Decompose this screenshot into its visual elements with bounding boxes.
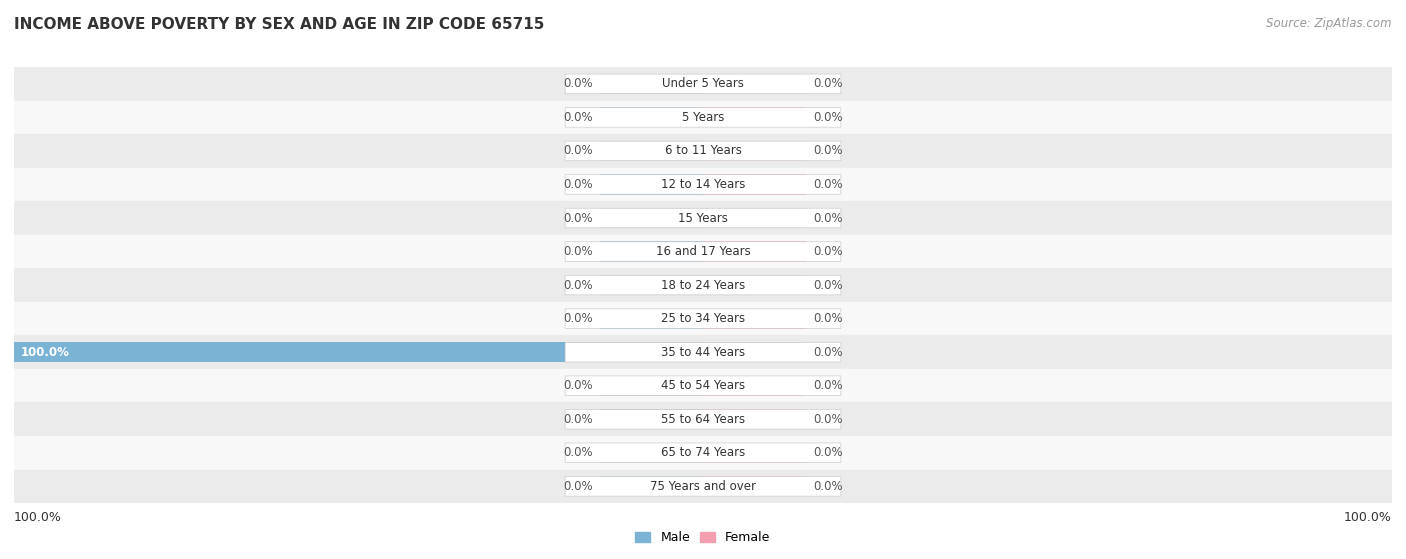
Bar [14, 402, 1392, 436]
Bar [599, 107, 703, 127]
Bar [599, 409, 703, 429]
Text: 0.0%: 0.0% [564, 211, 593, 225]
Text: 0.0%: 0.0% [564, 413, 593, 426]
Bar [14, 168, 1392, 201]
Text: 0.0%: 0.0% [564, 77, 593, 91]
Text: 0.0%: 0.0% [813, 413, 842, 426]
FancyBboxPatch shape [565, 74, 841, 94]
Text: 6 to 11 Years: 6 to 11 Years [665, 144, 741, 158]
Bar [599, 309, 703, 329]
Text: 0.0%: 0.0% [564, 245, 593, 258]
Text: 55 to 64 Years: 55 to 64 Years [661, 413, 745, 426]
Text: 0.0%: 0.0% [813, 480, 842, 493]
Bar [599, 74, 703, 94]
Bar [14, 201, 1392, 235]
Text: 0.0%: 0.0% [813, 111, 842, 124]
Bar [14, 342, 703, 362]
Bar [14, 436, 1392, 470]
Text: 0.0%: 0.0% [813, 211, 842, 225]
Bar [599, 476, 703, 496]
Bar [599, 443, 703, 463]
Text: 0.0%: 0.0% [813, 278, 842, 292]
Bar [14, 67, 1392, 101]
Bar [599, 174, 703, 195]
Bar [14, 335, 1392, 369]
Text: 12 to 14 Years: 12 to 14 Years [661, 178, 745, 191]
Bar [599, 141, 703, 161]
Bar [703, 476, 807, 496]
FancyBboxPatch shape [565, 409, 841, 429]
Bar [703, 107, 807, 127]
Bar [599, 376, 703, 396]
Text: 0.0%: 0.0% [813, 345, 842, 359]
Bar [703, 208, 807, 228]
FancyBboxPatch shape [565, 476, 841, 496]
Text: 16 and 17 Years: 16 and 17 Years [655, 245, 751, 258]
Bar [703, 74, 807, 94]
FancyBboxPatch shape [565, 275, 841, 295]
Bar [703, 376, 807, 396]
Text: Source: ZipAtlas.com: Source: ZipAtlas.com [1267, 17, 1392, 30]
Text: 0.0%: 0.0% [564, 178, 593, 191]
Bar [703, 409, 807, 429]
Bar [703, 309, 807, 329]
Bar [14, 470, 1392, 503]
FancyBboxPatch shape [565, 208, 841, 228]
Bar [703, 141, 807, 161]
Text: 18 to 24 Years: 18 to 24 Years [661, 278, 745, 292]
Text: 15 Years: 15 Years [678, 211, 728, 225]
Bar [14, 268, 1392, 302]
Text: 0.0%: 0.0% [813, 77, 842, 91]
Bar [599, 208, 703, 228]
FancyBboxPatch shape [565, 376, 841, 396]
Text: 0.0%: 0.0% [564, 144, 593, 158]
Text: 0.0%: 0.0% [564, 312, 593, 325]
Bar [14, 369, 1392, 402]
Text: 65 to 74 Years: 65 to 74 Years [661, 446, 745, 459]
Bar [599, 275, 703, 295]
Bar [14, 302, 1392, 335]
Text: 0.0%: 0.0% [564, 379, 593, 392]
Text: 0.0%: 0.0% [813, 245, 842, 258]
Text: 100.0%: 100.0% [1344, 511, 1392, 524]
Text: 5 Years: 5 Years [682, 111, 724, 124]
Text: 45 to 54 Years: 45 to 54 Years [661, 379, 745, 392]
Text: 100.0%: 100.0% [21, 345, 70, 359]
FancyBboxPatch shape [565, 443, 841, 463]
Text: 0.0%: 0.0% [813, 379, 842, 392]
FancyBboxPatch shape [565, 241, 841, 262]
FancyBboxPatch shape [565, 309, 841, 329]
Text: 0.0%: 0.0% [564, 111, 593, 124]
Text: INCOME ABOVE POVERTY BY SEX AND AGE IN ZIP CODE 65715: INCOME ABOVE POVERTY BY SEX AND AGE IN Z… [14, 17, 544, 32]
Text: 0.0%: 0.0% [813, 178, 842, 191]
Bar [703, 275, 807, 295]
Bar [14, 134, 1392, 168]
Text: 0.0%: 0.0% [813, 446, 842, 459]
Text: 0.0%: 0.0% [813, 144, 842, 158]
Bar [703, 241, 807, 262]
Text: Under 5 Years: Under 5 Years [662, 77, 744, 91]
Bar [599, 241, 703, 262]
Bar [703, 443, 807, 463]
Bar [14, 235, 1392, 268]
Text: 0.0%: 0.0% [813, 312, 842, 325]
FancyBboxPatch shape [565, 174, 841, 195]
Legend: Male, Female: Male, Female [630, 526, 776, 549]
Text: 25 to 34 Years: 25 to 34 Years [661, 312, 745, 325]
FancyBboxPatch shape [565, 342, 841, 362]
FancyBboxPatch shape [565, 107, 841, 127]
Text: 0.0%: 0.0% [564, 446, 593, 459]
Text: 35 to 44 Years: 35 to 44 Years [661, 345, 745, 359]
Bar [703, 342, 807, 362]
Bar [14, 101, 1392, 134]
Text: 0.0%: 0.0% [564, 480, 593, 493]
Text: 0.0%: 0.0% [564, 278, 593, 292]
Text: 75 Years and over: 75 Years and over [650, 480, 756, 493]
Text: 100.0%: 100.0% [14, 511, 62, 524]
FancyBboxPatch shape [565, 141, 841, 161]
Bar [703, 174, 807, 195]
